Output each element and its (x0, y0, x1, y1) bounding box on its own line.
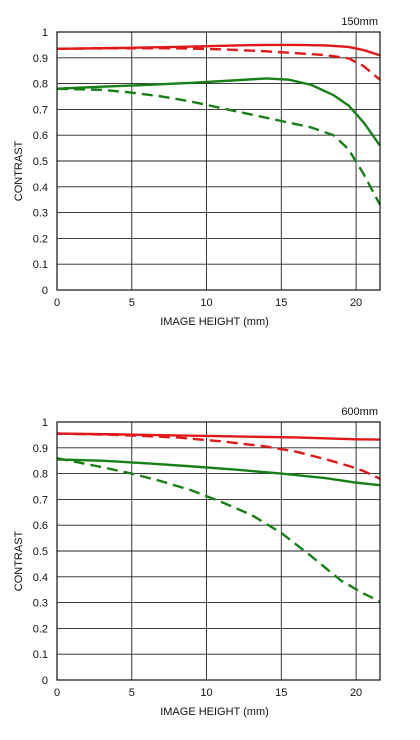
series-line-red-solid (56, 432, 381, 441)
y-axis-label: CONTRAST (13, 140, 25, 201)
plot-frame (56, 421, 381, 681)
mtf-chart-150mm: 00.10.20.30.40.50.60.70.80.910 5 10 15 20150… (13, 16, 382, 328)
y-tick-label: 0.7 (33, 494, 48, 506)
y-tick-label: 0.2 (33, 233, 48, 245)
y-tick-label: 0.9 (33, 443, 48, 455)
x-tick-label: 15 (275, 687, 287, 699)
x-axis-label: IMAGE HEIGHT (mm) (160, 706, 269, 718)
y-tick-label: 0.5 (33, 546, 48, 558)
y-tick-label: 0.3 (33, 598, 48, 610)
y-tick-label: 0.1 (33, 259, 48, 271)
x-tick-label: 10 (200, 687, 212, 699)
chart-title: 600mm (341, 406, 378, 418)
x-tick-label: 5 (129, 687, 135, 699)
x-tick-label: 15 (275, 297, 287, 309)
mtf-chart-600mm: 00.10.20.30.40.50.60.70.80.910 5 10 15 20600… (13, 406, 381, 718)
x-tick-label: 5 (129, 297, 135, 309)
y-tick-label: 0.1 (33, 649, 48, 661)
y-tick-label: 0.4 (33, 182, 48, 194)
y-tick-label: 0 (42, 675, 48, 687)
x-tick-label: 10 (200, 297, 212, 309)
x-tick-label: 0 (54, 687, 60, 699)
series-line-red-dashed (56, 47, 381, 81)
x-axis-label: IMAGE HEIGHT (mm) (160, 316, 269, 328)
y-axis-label: CONTRAST (13, 530, 25, 591)
y-tick-label: 0.2 (33, 623, 48, 635)
x-tick-label: 20 (350, 687, 362, 699)
y-tick-label: 0.8 (33, 469, 48, 481)
series-line-red-dashed (56, 432, 381, 480)
y-tick-label: 1 (42, 27, 48, 39)
series-line-green-solid (56, 77, 381, 147)
y-tick-label: 0.4 (33, 572, 48, 584)
y-tick-label: 0.6 (33, 130, 48, 142)
y-tick-label: 0.7 (33, 104, 48, 116)
plot-frame (56, 31, 381, 291)
y-tick-label: 0.5 (33, 156, 48, 168)
x-tick-label: 0 (54, 297, 60, 309)
series-line-green-dashed (56, 456, 381, 603)
y-tick-label: 0.3 (33, 208, 48, 220)
x-tick-label: 20 (350, 297, 362, 309)
series-line-green-solid (56, 458, 381, 487)
series-line-green-dashed (56, 87, 382, 206)
y-tick-label: 0.9 (33, 53, 48, 65)
y-tick-label: 0.8 (33, 79, 48, 91)
y-tick-label: 0.6 (33, 520, 48, 532)
y-tick-label: 1 (42, 417, 48, 429)
y-tick-label: 0 (42, 285, 48, 297)
chart-title: 150mm (341, 16, 378, 28)
